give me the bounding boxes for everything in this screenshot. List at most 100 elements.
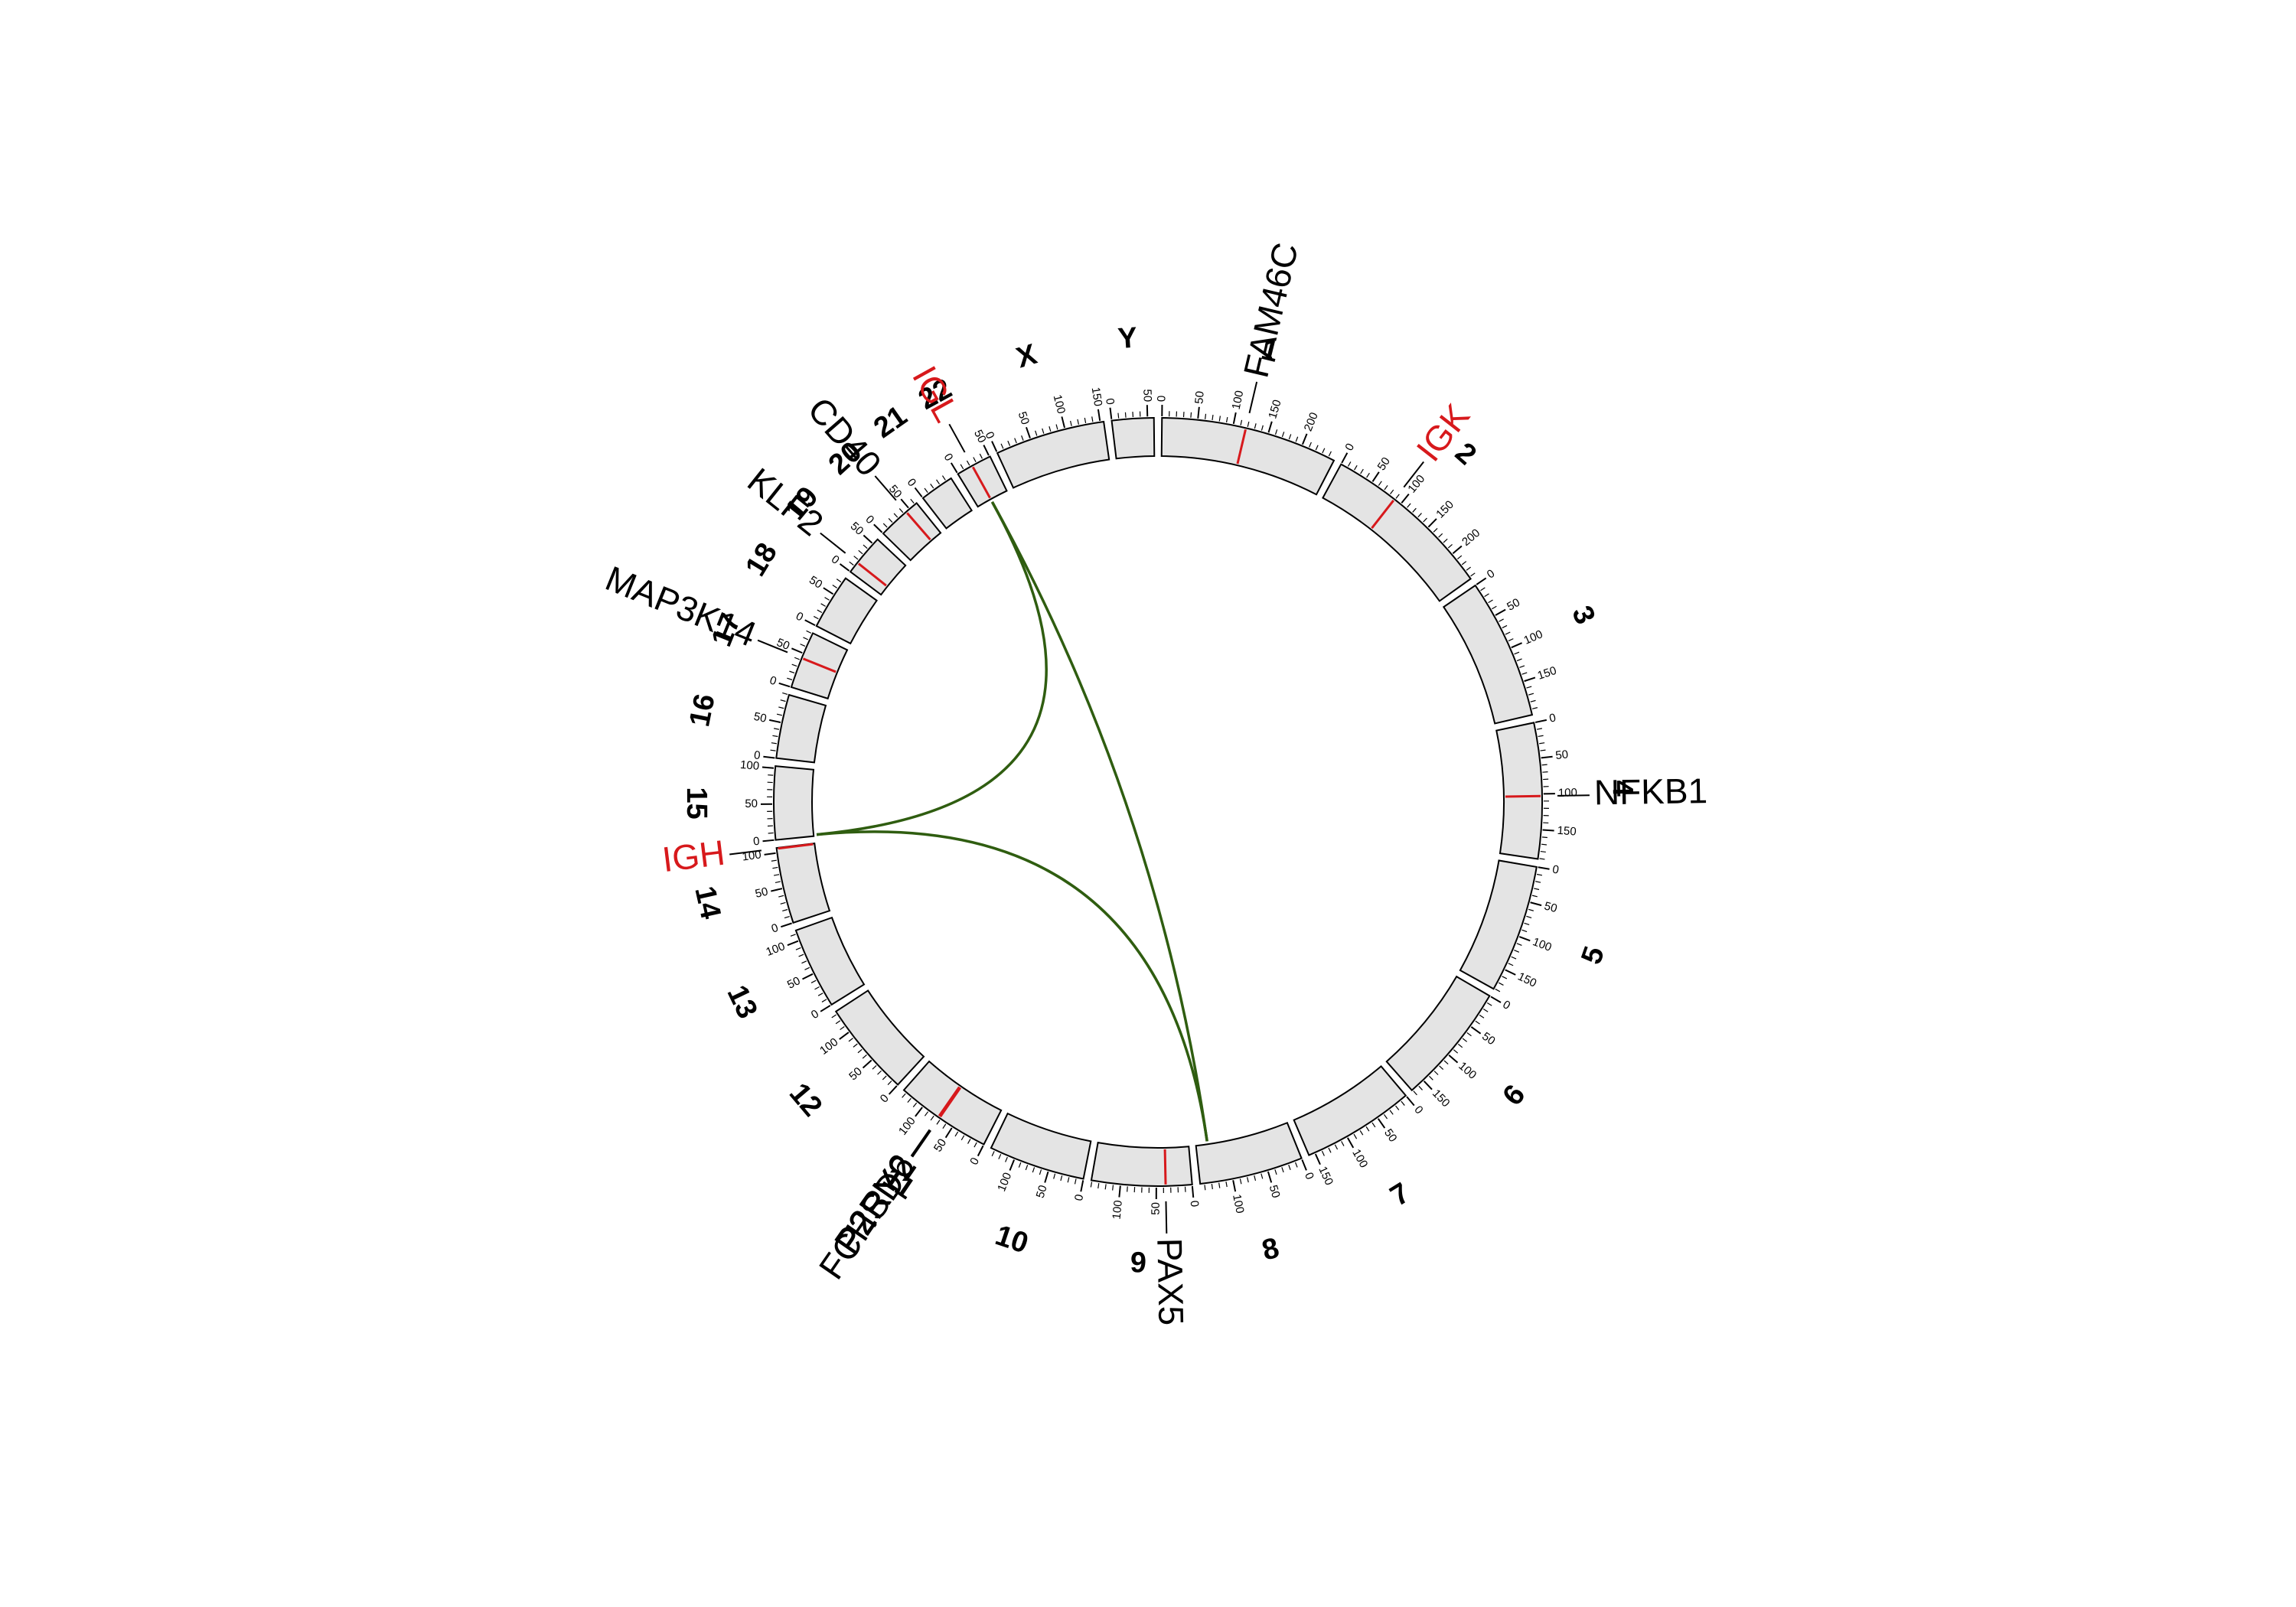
- minor-tick: [848, 1038, 853, 1042]
- minor-tick: [907, 1097, 912, 1103]
- minor-tick: [912, 1102, 918, 1108]
- minor-tick: [1205, 413, 1207, 419]
- tick-label: 100: [1051, 393, 1068, 415]
- minor-tick: [831, 1014, 837, 1019]
- major-tick: [914, 487, 923, 497]
- gene-connector: [729, 849, 762, 856]
- link: [816, 830, 1208, 1142]
- gene-marker: [971, 466, 991, 499]
- minor-tick: [882, 1075, 887, 1081]
- major-tick: [1061, 416, 1065, 429]
- gene-label: NFKB1: [1593, 771, 1707, 812]
- major-tick: [1232, 412, 1237, 424]
- minor-tick: [877, 1070, 882, 1075]
- minor-tick: [1240, 419, 1243, 425]
- tick-label: 100: [1349, 1147, 1370, 1170]
- ideogram: [773, 765, 815, 841]
- chromosome-label: 21: [868, 399, 913, 445]
- gene-connector: [820, 532, 846, 554]
- minor-tick: [1042, 428, 1045, 434]
- tick-label: 0: [1188, 1200, 1202, 1208]
- minor-tick: [1514, 950, 1520, 953]
- minor-tick: [882, 523, 888, 528]
- tick-label: 0: [1072, 1193, 1086, 1201]
- ideogram: [902, 1060, 1003, 1146]
- major-tick: [900, 498, 909, 509]
- chromosome-label: 8: [1259, 1232, 1283, 1267]
- minor-tick: [1254, 1175, 1257, 1181]
- major-tick: [778, 682, 791, 688]
- major-tick: [804, 619, 816, 626]
- minor-tick: [1528, 693, 1534, 696]
- tick-label: 100: [765, 940, 787, 959]
- ideogram: [996, 420, 1110, 489]
- gene-connector: [1403, 461, 1424, 488]
- tick-label: 100: [1405, 472, 1427, 495]
- minor-tick: [1508, 638, 1514, 642]
- minor-tick: [1499, 618, 1504, 622]
- minor-tick: [1190, 412, 1192, 418]
- minor-tick: [1347, 461, 1352, 467]
- major-tick: [1476, 577, 1487, 585]
- ideogram: [990, 1112, 1092, 1180]
- gene-label: PAX5: [1150, 1237, 1191, 1325]
- minor-tick: [1225, 417, 1228, 423]
- tick-label: 150: [1266, 398, 1283, 420]
- gene-marker: [802, 657, 837, 673]
- minor-tick: [795, 947, 801, 950]
- major-tick: [781, 922, 792, 928]
- minor-tick: [1401, 1100, 1405, 1106]
- tick-label: 50: [754, 885, 769, 901]
- tick-label: 0: [941, 451, 956, 464]
- minor-tick: [1261, 425, 1264, 431]
- minor-tick: [979, 453, 983, 459]
- ideograms: [773, 417, 1543, 1187]
- major-tick: [1267, 1171, 1273, 1183]
- major-tick: [950, 462, 958, 474]
- minor-tick: [930, 484, 934, 489]
- major-tick: [1371, 471, 1380, 482]
- tick-label: 0: [752, 835, 760, 849]
- major-tick: [888, 1085, 898, 1095]
- tick-label: 100: [1558, 786, 1577, 800]
- minor-tick: [1014, 438, 1017, 444]
- major-tick: [1232, 1180, 1237, 1192]
- minor-tick: [942, 1123, 947, 1129]
- ideogram: [1385, 975, 1491, 1092]
- major-tick: [1452, 545, 1463, 554]
- major-tick: [802, 973, 814, 980]
- minor-tick: [887, 1081, 892, 1085]
- chromosome-label: Y: [1117, 322, 1138, 356]
- tick-label: 50: [1034, 1184, 1050, 1200]
- minor-tick: [954, 1131, 959, 1137]
- minor-tick: [1505, 631, 1511, 635]
- link: [816, 500, 1048, 836]
- minor-tick: [1541, 836, 1548, 839]
- minor-tick: [1322, 448, 1326, 454]
- minor-tick: [1479, 1014, 1485, 1019]
- tick-label: 50: [846, 1065, 865, 1084]
- minor-tick: [1508, 963, 1514, 966]
- minor-tick: [1429, 1075, 1433, 1081]
- ideogram: [1495, 722, 1543, 860]
- minor-tick: [1407, 503, 1411, 508]
- minor-tick: [1239, 1178, 1242, 1185]
- gene-connector: [757, 639, 788, 654]
- minor-tick: [794, 657, 800, 660]
- tick-label: 100: [1110, 1200, 1125, 1221]
- tick-label: 150: [1557, 824, 1577, 839]
- minor-tick: [1254, 423, 1257, 429]
- minor-tick: [941, 475, 946, 481]
- minor-tick: [1482, 1009, 1489, 1012]
- ideogram: [921, 477, 974, 530]
- minor-tick: [924, 487, 928, 493]
- tick-label: 0: [809, 1007, 821, 1022]
- minor-tick: [1371, 1122, 1376, 1128]
- minor-tick: [836, 579, 842, 583]
- minor-tick: [1466, 566, 1471, 571]
- tick-label: 50: [1192, 390, 1207, 404]
- minor-tick: [1418, 1085, 1423, 1090]
- tick-label: 0: [1551, 863, 1560, 877]
- ideogram: [1090, 1141, 1193, 1187]
- minor-tick: [1538, 735, 1544, 738]
